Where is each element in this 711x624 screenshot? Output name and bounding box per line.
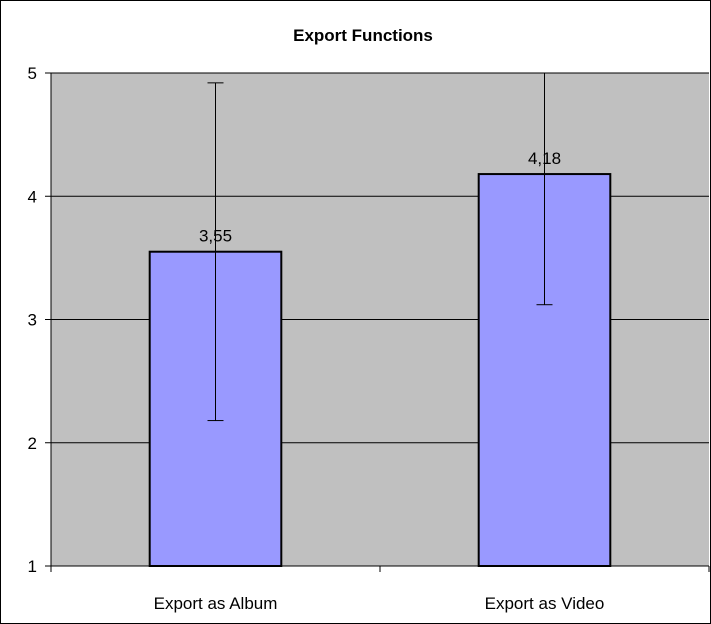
plot-area: 1 2 3 4 5 3,55 Export as Album 4,18 Export as Vi… bbox=[28, 64, 710, 613]
y-tick-label: 4 bbox=[28, 187, 37, 206]
y-tick-label: 2 bbox=[28, 434, 37, 453]
y-tick-label: 1 bbox=[28, 557, 37, 576]
data-label-2: 4,18 bbox=[528, 149, 561, 168]
x-category-label: Export as Album bbox=[154, 594, 278, 613]
x-category-label: Export as Video bbox=[485, 594, 605, 613]
chart-title: Export Functions bbox=[293, 26, 433, 45]
data-label-1: 3,55 bbox=[199, 227, 232, 246]
y-tick-label: 5 bbox=[28, 64, 37, 83]
y-tick-label: 3 bbox=[28, 311, 37, 330]
